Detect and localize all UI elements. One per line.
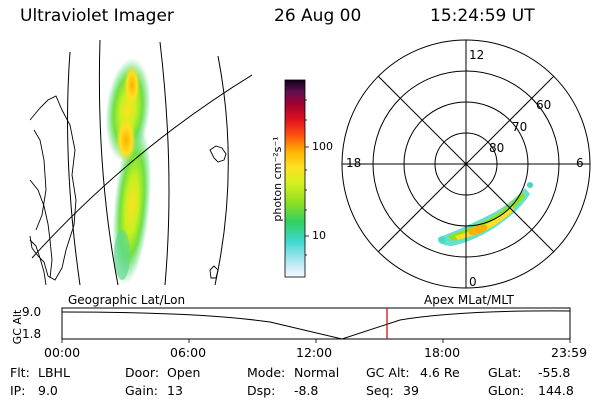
mlt-label-6: 6 [576,156,584,170]
gain-label: Gain: [125,383,158,398]
timeline-left-label: Geographic Lat/Lon [68,293,186,307]
timeline-y-tick-low: 1.8 [22,327,42,341]
ip-label: IP: [10,383,26,398]
glon-value: 144.8 [538,383,574,398]
map-content [29,40,252,285]
image-time: 15:24:59 UT [430,6,535,26]
glat-label: GLat: [488,365,522,380]
seq-label: Seq: [366,383,394,398]
glat-value: -55.8 [538,365,571,380]
filter-label: Flt: [10,365,30,380]
time-tick-2359: 23:59 [551,345,588,360]
image-date: 26 Aug 00 [274,6,362,26]
lat-label-70: 70 [512,120,528,134]
color-bar-ticks [305,99,309,256]
door-label: Door: [125,365,160,380]
ip-value: 9.0 [38,383,58,398]
time-tick-1200: 12:00 [296,345,333,360]
altitude-curve [61,310,571,340]
door-value: Open [167,365,201,380]
time-tick-1800: 18:00 [424,345,461,360]
gc-alt-label: GC Alt: [366,365,410,380]
filter-value: LBHL [38,365,70,380]
mode-label: Mode: [247,365,286,380]
dsp-label: Dsp: [247,383,276,398]
polar-grid [341,39,591,289]
seq-value: 39 [403,383,419,398]
image-title: Ultraviolet Imager [20,6,174,26]
lat-label-60: 60 [536,98,552,112]
mlt-label-0: 0 [469,275,477,289]
glon-label: GLon: [488,383,525,398]
timeline-right-label: Apex MLat/MLT [424,293,514,307]
timeline-y-tick-high: 9.0 [22,305,42,319]
dsp-value: -8.8 [294,383,319,398]
mode-value: Normal [294,365,340,380]
time-tick-0000: 00:00 [44,345,81,360]
color-bar-gradient [284,79,306,278]
timeline-ticks [61,339,571,343]
map-grid-lines [31,40,252,285]
lat-label-80: 80 [489,141,505,155]
aurora-emission-geographic [105,58,152,285]
aurora-emission-polar [438,182,533,246]
time-tick-0600: 06:00 [170,345,207,360]
gain-value: 13 [167,383,183,398]
color-bar-tick-10: 10 [312,229,326,242]
coastlines [29,95,227,285]
color-bar-tick-100: 100 [312,140,333,153]
gc-alt-value: 4.6 Re [420,365,460,380]
mlt-label-12: 12 [469,48,485,62]
mlt-label-18: 18 [346,156,362,170]
